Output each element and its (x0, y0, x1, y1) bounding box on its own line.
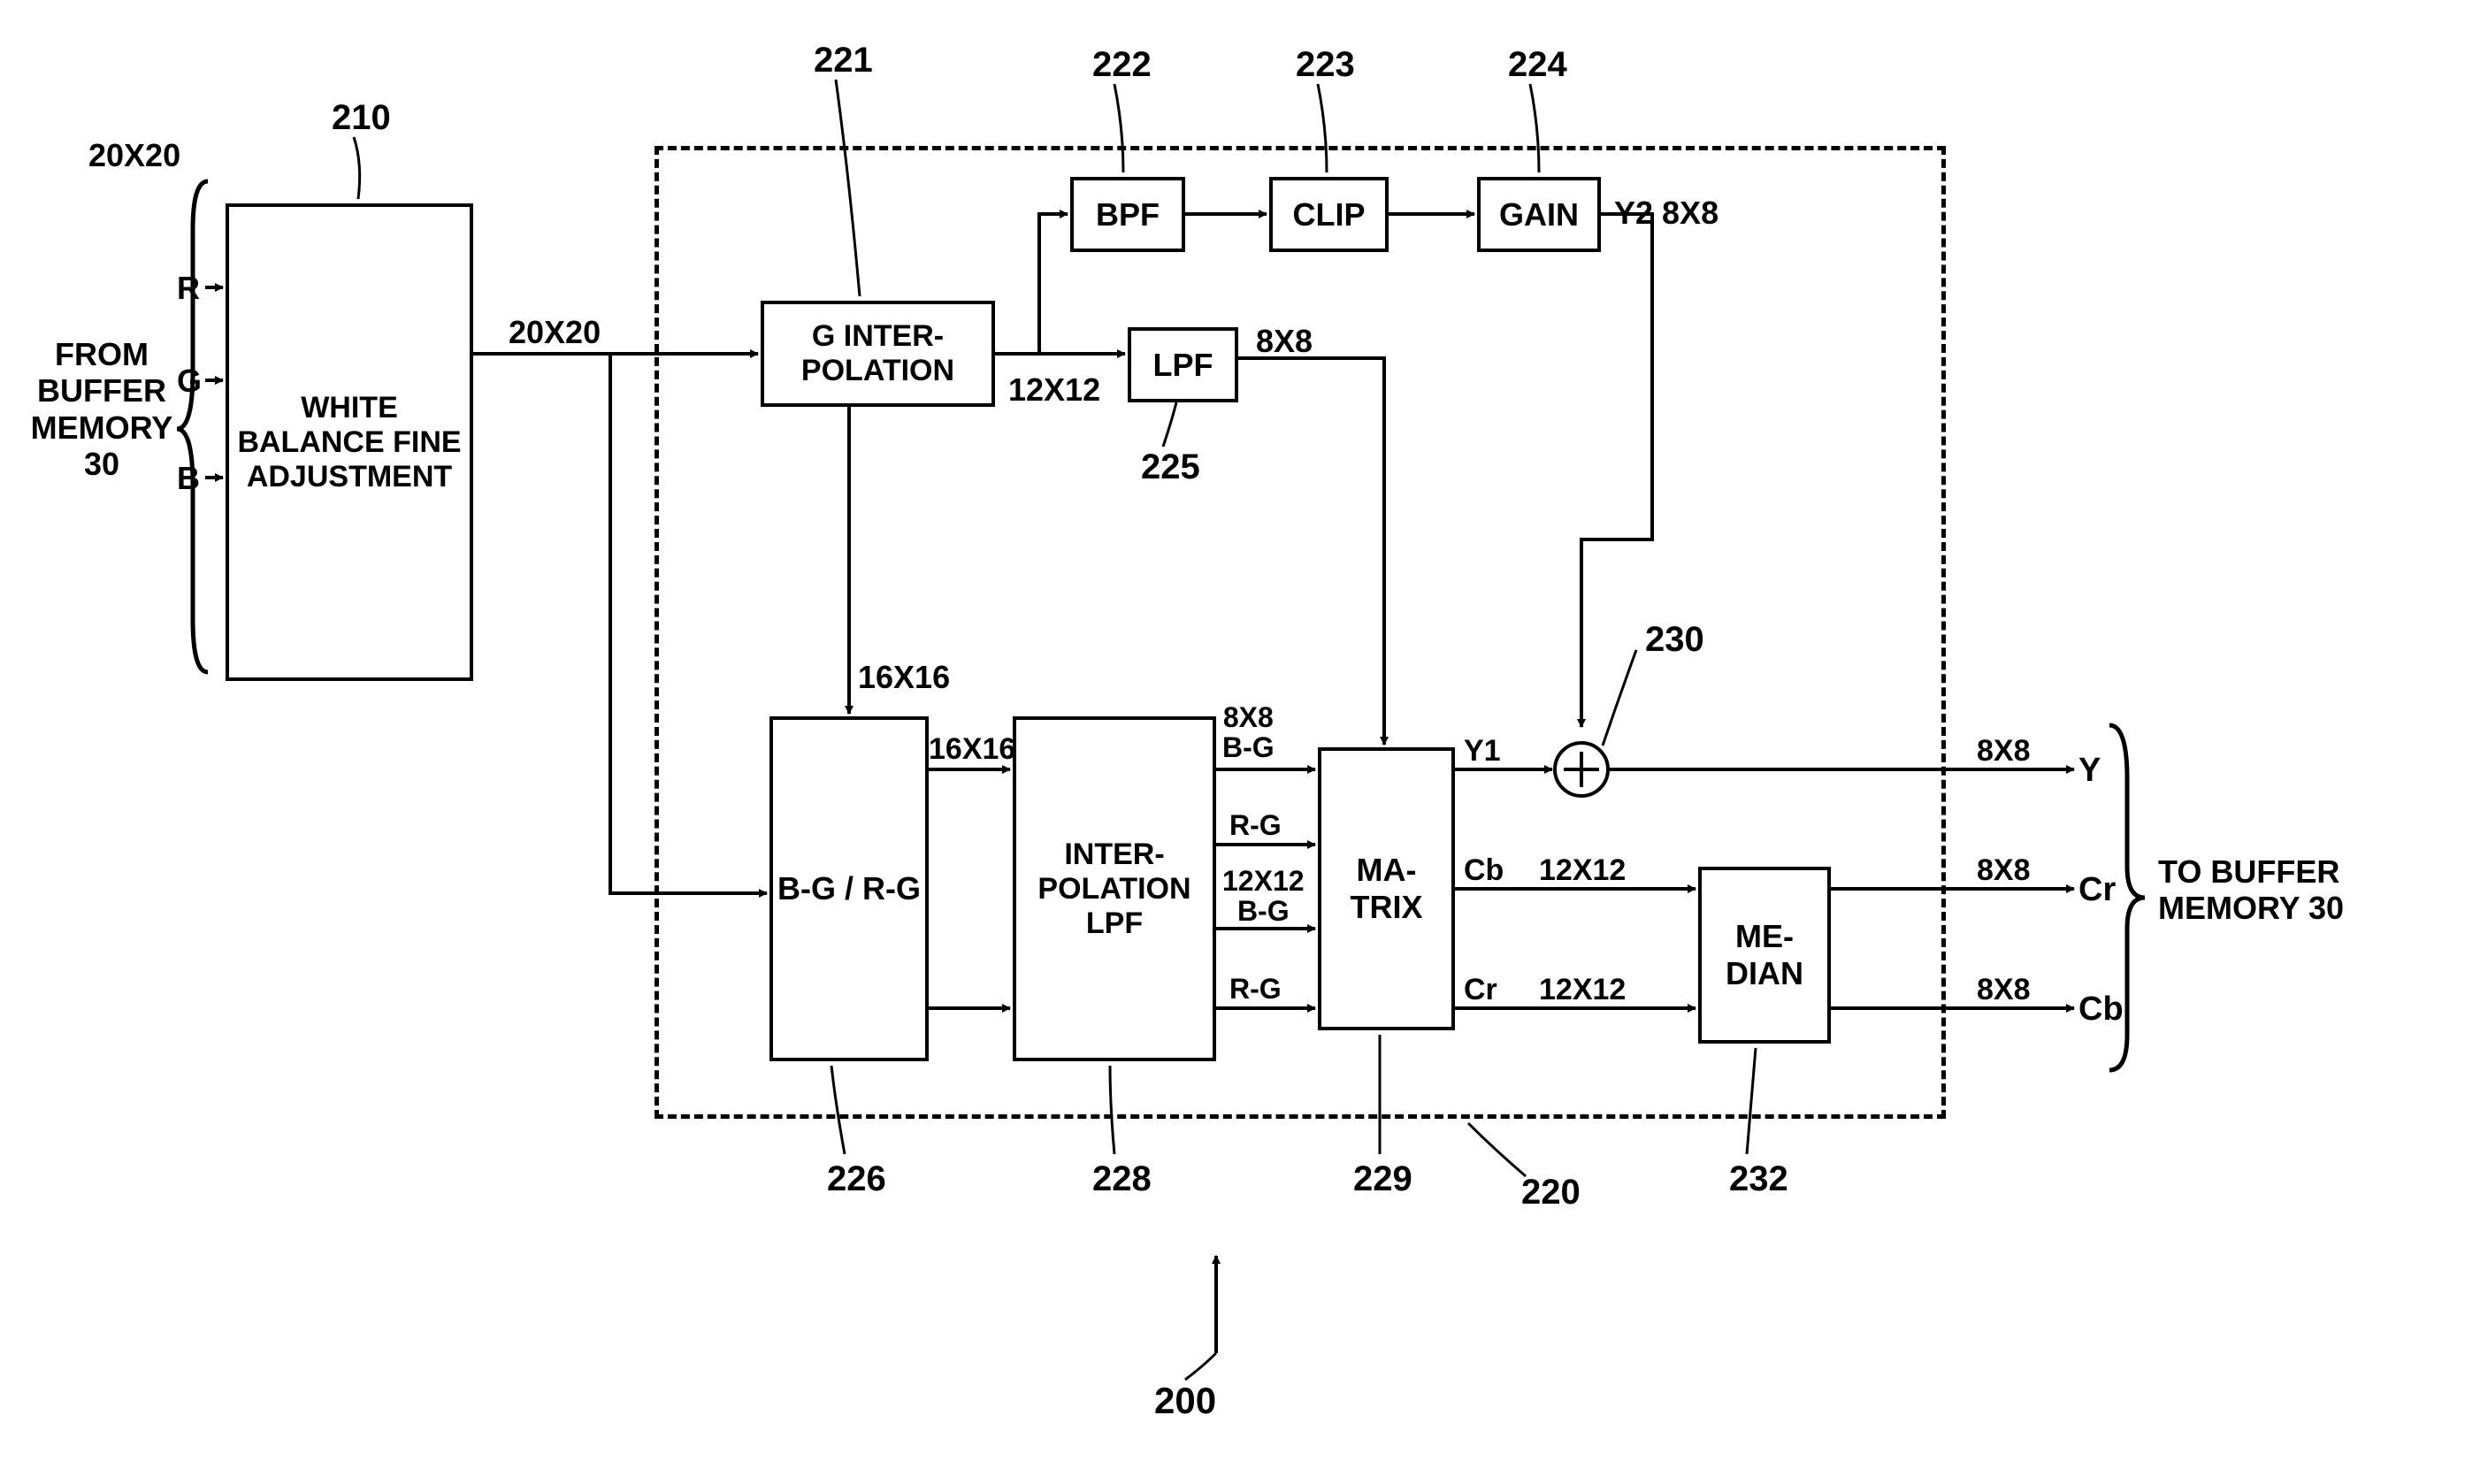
matrix-y1: Y1 (1464, 734, 1501, 769)
interp-bg-top: 8X8 B-G (1222, 703, 1275, 762)
matrix-box: MA- TRIX (1318, 747, 1455, 1030)
matrix-cb: Cb (1464, 853, 1504, 888)
gain-out-size: Y2 8X8 (1614, 195, 1719, 231)
output-y: Y (2078, 752, 2101, 791)
interpolation-lpf-box: INTER- POLATION LPF (1013, 716, 1216, 1061)
bg-rg-box: B-G / R-G (769, 716, 929, 1061)
input-b: B (177, 460, 200, 496)
ref-222: 222 (1092, 44, 1152, 85)
ginterp-down-size: 16X16 (858, 659, 950, 695)
ref-229: 229 (1353, 1159, 1412, 1199)
white-balance-box: WHITE BALANCE FINE ADJUSTMENT (226, 203, 473, 681)
clip-box: CLIP (1269, 177, 1389, 252)
ref-200: 200 (1154, 1380, 1216, 1422)
bgrg-top-size: 16X16 (929, 732, 1015, 767)
y-out-size: 8X8 (1977, 734, 2031, 769)
input-r: R (177, 270, 200, 306)
ref-225: 225 (1141, 447, 1200, 487)
input-g: G (177, 363, 202, 399)
cr-size: 12X12 (1539, 973, 1626, 1007)
cb-out-size: 8X8 (1977, 973, 2031, 1007)
ref-228: 228 (1092, 1159, 1152, 1199)
ref-223: 223 (1296, 44, 1355, 85)
cr-out-size: 8X8 (1977, 853, 2031, 888)
bpf-box: BPF (1070, 177, 1185, 252)
cb-size: 12X12 (1539, 853, 1626, 888)
ref-226: 226 (827, 1159, 886, 1199)
matrix-cr: Cr (1464, 973, 1497, 1007)
ginterp-out-size: 12X12 (1008, 371, 1100, 408)
g-interpolation-box: G INTER- POLATION (761, 301, 995, 407)
gain-box: GAIN (1477, 177, 1601, 252)
lpf-box: LPF (1128, 327, 1238, 402)
output-dest-label: TO BUFFER MEMORY 30 (2158, 853, 2344, 927)
input-size-label: 20X20 (88, 137, 180, 173)
interp-bg-mid: 12X12 B-G (1222, 867, 1305, 926)
ref-220: 220 (1521, 1172, 1581, 1212)
ref-210: 210 (332, 97, 391, 138)
ref-224: 224 (1508, 44, 1567, 85)
median-box: ME- DIAN (1698, 867, 1831, 1044)
output-cr: Cr (2078, 871, 2116, 910)
interp-rg-bot: R-G (1229, 973, 1282, 1006)
output-cb: Cb (2078, 991, 2124, 1029)
ref-230: 230 (1645, 619, 1704, 660)
input-source-label: FROM BUFFER MEMORY 30 (13, 336, 190, 483)
wb-out-size: 20X20 (509, 314, 601, 350)
ref-232: 232 (1729, 1159, 1788, 1199)
lpf-out-size: 8X8 (1256, 323, 1313, 359)
ref-221: 221 (814, 40, 873, 80)
interp-rg: R-G (1229, 809, 1282, 842)
